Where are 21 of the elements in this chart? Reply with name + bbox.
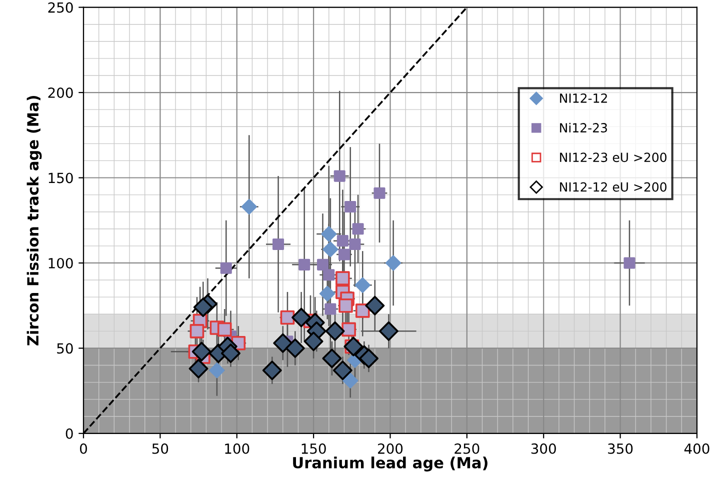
y-tick-label: 150 [48, 172, 73, 184]
x-axis-title: Uranium lead age (Ma) [293, 456, 488, 472]
legend-label: NI12-23 eU >200 [560, 152, 666, 162]
legend-label: Ni12-23 [560, 122, 607, 132]
y-tick-label: 200 [48, 88, 73, 98]
y-tick-label: 100 [48, 258, 73, 268]
legend-label: NI12-12 [560, 93, 607, 103]
y-tick-label: 50 [57, 343, 73, 354]
x-tick-label: 400 [684, 443, 710, 454]
x-tick-label: 0 [80, 443, 87, 454]
y-tick-label: 250 [48, 2, 73, 13]
legend-label: NI12-12 eU >200 [560, 182, 666, 192]
x-tick-label: 350 [608, 443, 633, 454]
x-tick-label: 150 [302, 443, 326, 454]
y-tick-label: 0 [66, 428, 73, 439]
x-tick-label: 200 [378, 443, 403, 454]
x-tick-label: 100 [225, 443, 250, 454]
x-tick-label: 50 [152, 443, 168, 454]
x-tick-label: 250 [454, 443, 480, 454]
y-axis-title: Zircon Fission track age (Ma) [26, 96, 42, 346]
x-tick-label: 300 [531, 443, 556, 454]
